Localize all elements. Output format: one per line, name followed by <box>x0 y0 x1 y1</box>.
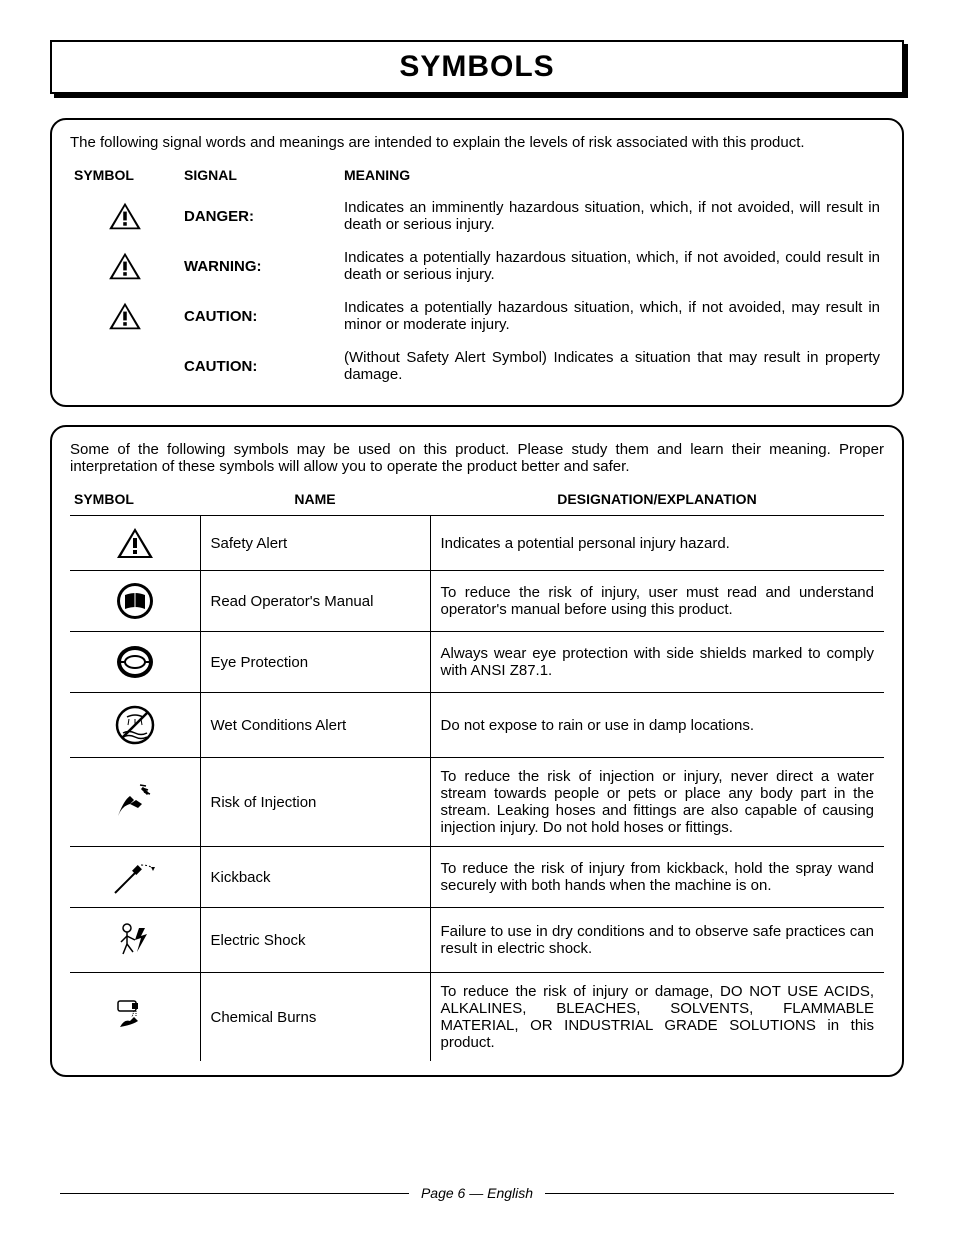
wet-conditions-icon <box>70 693 200 758</box>
eye-protection-icon <box>70 632 200 693</box>
signal-words-panel: The following signal words and meanings … <box>50 118 904 407</box>
signal-row-caution-noalert: CAUTION: (Without Safety Alert Symbol) I… <box>70 341 884 391</box>
signal-meaning: Indicates a potentially hazardous situat… <box>340 241 884 291</box>
symbol-row-safety-alert: Safety Alert Indicates a potential perso… <box>70 516 884 571</box>
symbols-header-design: DESIGNATION/EXPLANATION <box>430 487 884 516</box>
symbol-name: Eye Protection <box>200 632 430 693</box>
signal-table: SYMBOL SIGNAL MEANING DANGER: Indicates … <box>70 163 884 391</box>
symbol-row-eye-protection: Eye Protection Always wear eye protectio… <box>70 632 884 693</box>
symbol-name: Electric Shock <box>200 908 430 973</box>
signal-header-signal: SIGNAL <box>180 163 340 191</box>
symbol-row-wet-conditions: Wet Conditions Alert Do not expose to ra… <box>70 693 884 758</box>
signal-row-caution: CAUTION: Indicates a potentially hazardo… <box>70 291 884 341</box>
symbol-name: Chemical Burns <box>200 973 430 1062</box>
signal-row-danger: DANGER: Indicates an imminently hazardou… <box>70 191 884 241</box>
symbol-name: Risk of Injection <box>200 758 430 847</box>
signal-meaning: Indicates an imminently hazardous situat… <box>340 191 884 241</box>
signal-label: CAUTION: <box>180 291 340 341</box>
symbol-row-read-manual: Read Operator's Manual To reduce the ris… <box>70 571 884 632</box>
symbols-header-row: SYMBOL NAME DESIGNATION/EXPLANATION <box>70 487 884 516</box>
signal-header-row: SYMBOL SIGNAL MEANING <box>70 163 884 191</box>
page-title: SYMBOLS <box>52 50 902 84</box>
signal-intro: The following signal words and meanings … <box>70 134 884 151</box>
no-icon <box>70 341 180 391</box>
symbol-row-chemical-burns: Chemical Burns To reduce the risk of inj… <box>70 973 884 1062</box>
safety-alert-icon <box>70 516 200 571</box>
footer-line-left <box>60 1193 409 1194</box>
symbol-desig: Always wear eye protection with side shi… <box>430 632 884 693</box>
alert-icon <box>70 291 180 341</box>
alert-icon <box>70 191 180 241</box>
read-manual-icon <box>70 571 200 632</box>
symbol-desig: To reduce the risk of injury from kickba… <box>430 847 884 908</box>
risk-injection-icon <box>70 758 200 847</box>
chemical-burns-icon <box>70 973 200 1062</box>
signal-meaning: (Without Safety Alert Symbol) Indicates … <box>340 341 884 391</box>
symbol-name: Wet Conditions Alert <box>200 693 430 758</box>
symbols-table: SYMBOL NAME DESIGNATION/EXPLANATION Safe… <box>70 487 884 1061</box>
signal-row-warning: WARNING: Indicates a potentially hazardo… <box>70 241 884 291</box>
symbol-desig: Failure to use in dry conditions and to … <box>430 908 884 973</box>
electric-shock-icon <box>70 908 200 973</box>
symbol-name: Kickback <box>200 847 430 908</box>
symbol-row-risk-injection: Risk of Injection To reduce the risk of … <box>70 758 884 847</box>
signal-label: DANGER: <box>180 191 340 241</box>
signal-header-symbol: SYMBOL <box>70 163 180 191</box>
symbols-panel: Some of the following symbols may be use… <box>50 425 904 1077</box>
page-footer: Page 6 — English <box>60 1185 894 1201</box>
symbol-desig: To reduce the risk of injection or injur… <box>430 758 884 847</box>
footer-line-right <box>545 1193 894 1194</box>
page-title-box: SYMBOLS <box>50 40 904 94</box>
signal-meaning: Indicates a potentially hazardous situat… <box>340 291 884 341</box>
symbol-desig: Indicates a potential personal injury ha… <box>430 516 884 571</box>
signal-label: WARNING: <box>180 241 340 291</box>
symbol-desig: To reduce the risk of injury, user must … <box>430 571 884 632</box>
symbols-header-symbol: SYMBOL <box>70 487 200 516</box>
footer-text: Page 6 — English <box>421 1185 533 1201</box>
kickback-icon <box>70 847 200 908</box>
signal-header-meaning: MEANING <box>340 163 884 191</box>
signal-label: CAUTION: <box>180 341 340 391</box>
symbol-row-electric-shock: Electric Shock Failure to use in dry con… <box>70 908 884 973</box>
symbol-name: Read Operator's Manual <box>200 571 430 632</box>
symbol-desig: Do not expose to rain or use in damp loc… <box>430 693 884 758</box>
symbol-name: Safety Alert <box>200 516 430 571</box>
symbol-row-kickback: Kickback To reduce the risk of injury fr… <box>70 847 884 908</box>
alert-icon <box>70 241 180 291</box>
symbol-desig: To reduce the risk of injury or damage, … <box>430 973 884 1062</box>
symbols-intro: Some of the following symbols may be use… <box>70 441 884 475</box>
symbols-header-name: NAME <box>200 487 430 516</box>
